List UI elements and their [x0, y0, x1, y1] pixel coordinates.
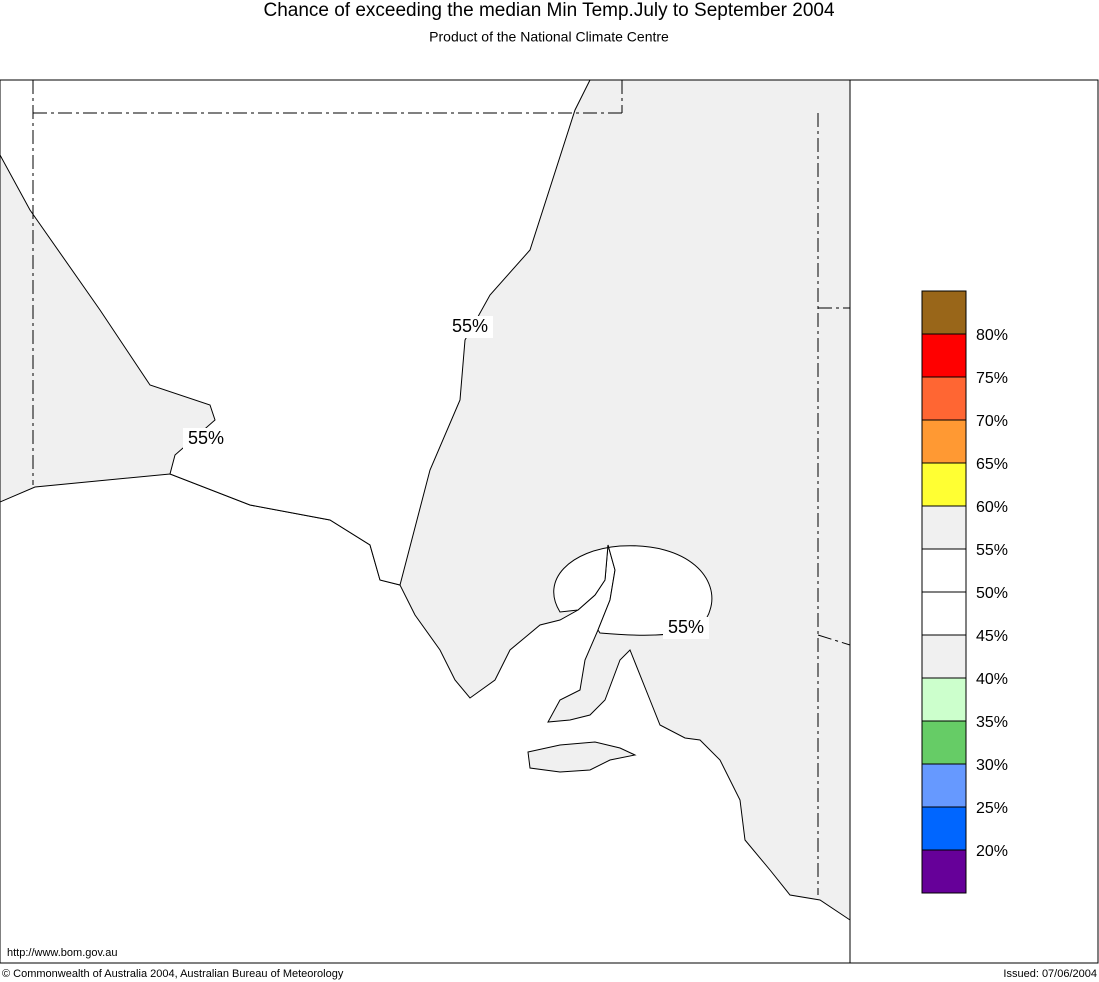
label-bg — [663, 617, 709, 639]
legend-swatch — [921, 376, 967, 421]
legend-swatch — [921, 462, 967, 507]
contour-label: 55% — [188, 428, 224, 448]
label-bg — [183, 428, 229, 450]
legend-swatch — [921, 849, 967, 894]
legend-swatch — [921, 591, 967, 636]
legend-label: 45% — [976, 628, 1008, 645]
legend-swatch — [921, 677, 967, 722]
issued: Issued: 07/06/2004 — [1003, 968, 1097, 980]
gulf-contour — [553, 544, 713, 636]
legend-swatch — [921, 548, 967, 593]
legend-label: 30% — [976, 757, 1008, 774]
copyright: © Commonwealth of Australia 2004, Austra… — [2, 968, 344, 980]
legend-swatch — [921, 720, 967, 765]
legend-label: 55% — [976, 542, 1008, 559]
contour-region — [0, 79, 591, 586]
legend-swatch — [921, 333, 967, 378]
legend-swatch — [921, 505, 967, 550]
legend-swatch — [921, 419, 967, 464]
url: http://www.bom.gov.au — [7, 947, 117, 959]
contour-label: 55% — [452, 316, 488, 336]
legend-label: 70% — [976, 413, 1008, 430]
legend-frame — [849, 79, 1099, 964]
legend-label: 40% — [976, 671, 1008, 688]
title: Chance of exceeding the median Min Temp.… — [263, 0, 834, 21]
legend-swatch — [921, 806, 967, 851]
subtitle: Product of the National Climate Centre — [429, 29, 669, 45]
legend-label: 80% — [976, 327, 1008, 344]
legend-label: 60% — [976, 499, 1008, 516]
legend-label: 35% — [976, 714, 1008, 731]
legend-label: 65% — [976, 456, 1008, 473]
legend: 80% 75% 70% 65% 60% 55% 50% 45% 40% 35% 30% 25% 20% — [921, 290, 1008, 894]
state-border — [32, 80, 851, 895]
legend-label: 50% — [976, 585, 1008, 602]
contour-label: 55% — [668, 617, 704, 637]
map: 55% 55% 55% — [0, 79, 1099, 964]
legend-swatch — [921, 763, 967, 808]
legend-label: 20% — [976, 843, 1008, 860]
legend-swatch — [921, 634, 967, 679]
island — [527, 741, 637, 773]
legend-swatch — [921, 290, 967, 335]
legend-label: 75% — [976, 370, 1008, 387]
label-bg — [447, 316, 493, 338]
legend-label: 25% — [976, 800, 1008, 817]
